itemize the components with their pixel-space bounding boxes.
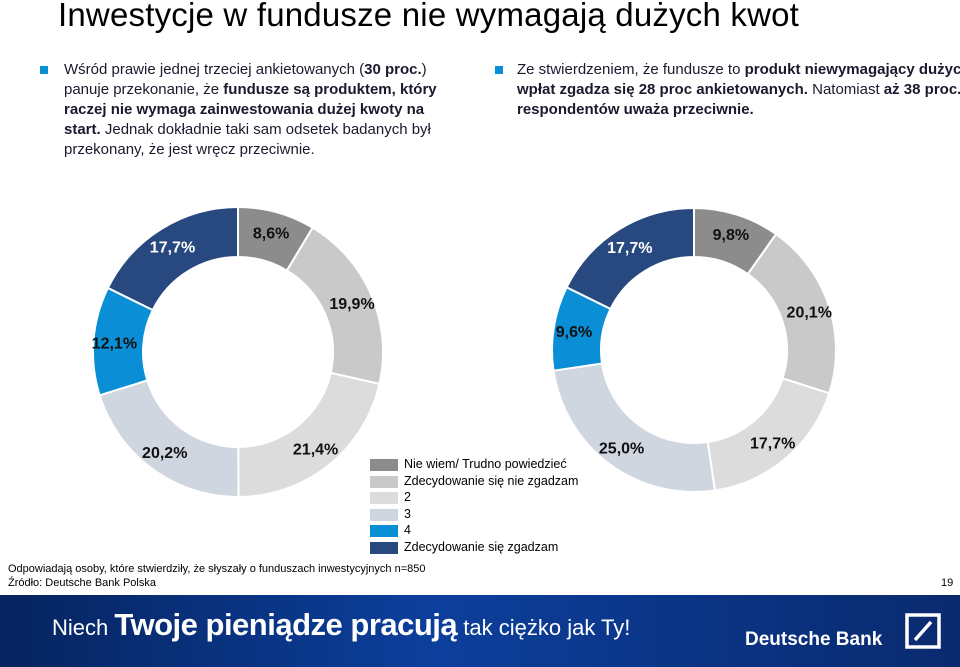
bank-name: Deutsche Bank <box>745 629 883 650</box>
slice-label: 17,7% <box>150 240 195 257</box>
slogan: Niech Twoje pieniądze pracują tak ciężko… <box>52 607 630 643</box>
legend-swatch <box>370 492 398 505</box>
page-title: Inwestycje w fundusze nie wymagają dużyc… <box>58 0 800 33</box>
slogan-part-1: Niech <box>52 615 115 640</box>
bullet-left-text-4: fundusze są produktem, który raczej nie … <box>64 81 437 138</box>
slice-label: 21,4% <box>293 442 338 459</box>
donut-slice <box>565 206 695 311</box>
legend-label: Zdecydowanie się nie zgadzam <box>404 473 579 488</box>
slice-label: 9,6% <box>556 324 592 341</box>
legend-swatch <box>370 508 398 521</box>
bullet-left-text-3: ) panuje przekonanie, że <box>64 61 427 98</box>
bullet-right: Ze stwierdzeniem, że fundusze to produkt… <box>495 60 960 120</box>
legend-label: 3 <box>404 506 411 521</box>
slice-label: 20,1% <box>787 305 832 322</box>
bullet-right-text-1: Ze stwierdzeniem, że fundusze to <box>517 61 745 78</box>
page-number: 19 <box>941 577 954 589</box>
legend-swatch <box>370 525 398 538</box>
footer-banner: Niech Twoje pieniądze pracują tak ciężko… <box>0 595 960 667</box>
donut-slice <box>706 377 831 492</box>
legend-label: Nie wiem/ Trudno powiedzieć <box>404 457 567 471</box>
slogan-part-3: tak ciężko jak Ty! <box>457 615 631 640</box>
slice-label: 12,1% <box>92 335 137 352</box>
deutsche-bank-logo-icon <box>905 613 941 649</box>
bullet-left-text-2: 30 proc. <box>364 61 422 78</box>
slice-label: 20,2% <box>142 445 187 462</box>
bullet-right-text-4: aż 38 proc. respondentów uważa przeciwni… <box>517 81 960 118</box>
slogan-part-2: Twoje pieniądze pracują <box>114 607 458 642</box>
slice-label: 25,0% <box>599 441 644 458</box>
bullet-square-icon <box>40 66 48 74</box>
slice-label: 17,7% <box>607 240 652 257</box>
slice-label: 19,9% <box>329 296 374 313</box>
bullet-right-text-2: produkt niewymagający dużych wpłat zgadz… <box>517 61 960 98</box>
legend-swatch <box>370 459 398 471</box>
slice-label: 17,7% <box>750 436 795 453</box>
donut-slice <box>98 379 240 498</box>
bullet-right-text-3: Natomiast <box>807 81 884 98</box>
bullet-left-text-1: Wśród prawie jednej trzeciej ankietowany… <box>64 61 365 78</box>
bullet-square-icon <box>495 66 503 74</box>
bullet-left: Wśród prawie jednej trzeciej ankietowany… <box>40 60 464 160</box>
slice-label: 9,8% <box>713 227 749 244</box>
slice-label: 8,6% <box>253 226 289 243</box>
legend-swatch <box>370 541 398 554</box>
footnote-sample: Odpowiadają osoby, które stwierdziły, że… <box>8 563 426 575</box>
legend-swatch <box>370 475 398 488</box>
bullet-left-text-5: Jednak dokładnie taki sam odsetek badany… <box>64 121 431 158</box>
donut-slice <box>106 205 239 312</box>
legend-label: 2 <box>404 490 411 505</box>
donut-slice <box>237 371 381 499</box>
legend-label: Zdecydowanie się zgadzam <box>404 539 559 554</box>
legend-label: 4 <box>404 523 411 538</box>
footnote-source: Źródło: Deutsche Bank Polska <box>8 577 156 589</box>
